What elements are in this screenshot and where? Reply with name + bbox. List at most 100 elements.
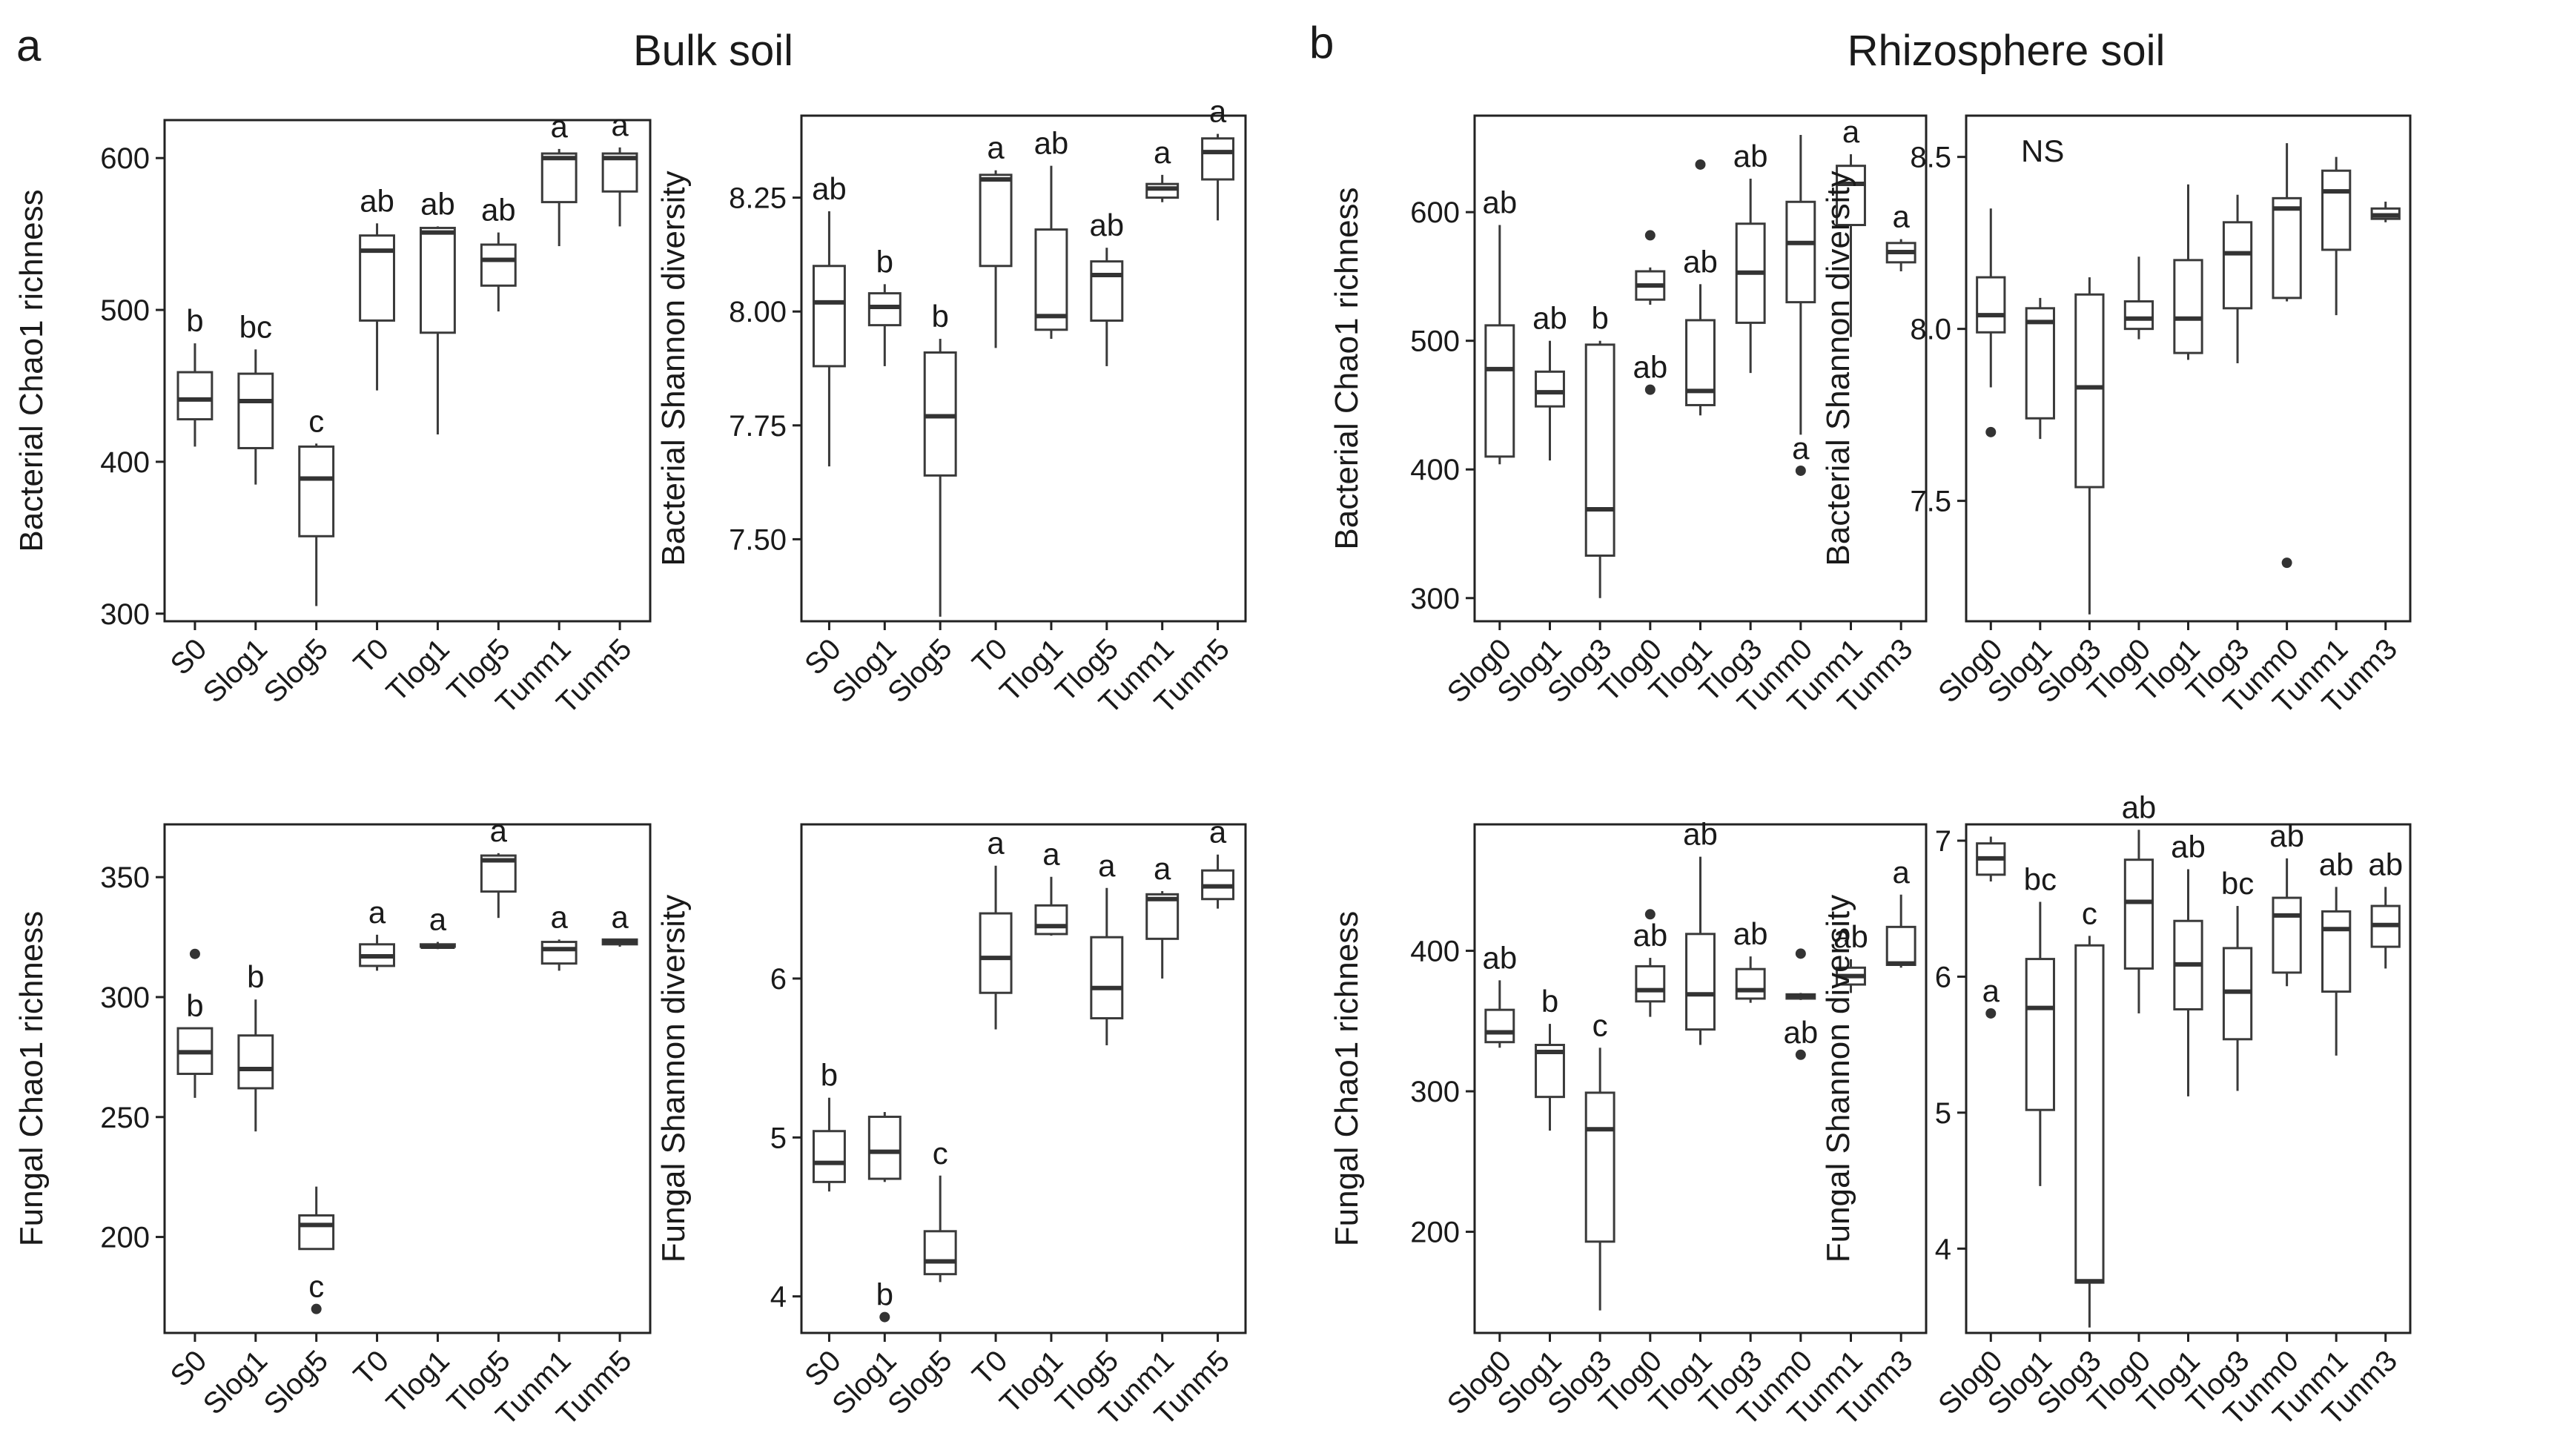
box-body bbox=[540, 152, 578, 204]
box-body bbox=[298, 445, 335, 537]
x-tick-label: Slog5 bbox=[882, 1344, 958, 1420]
box-tunm1: a bbox=[540, 899, 578, 971]
outlier-point bbox=[1985, 1007, 1997, 1019]
box-tunm5: a bbox=[601, 899, 638, 947]
box-body bbox=[2025, 307, 2055, 420]
plot-frame bbox=[163, 119, 652, 623]
box-tunm3: a bbox=[1885, 855, 1916, 968]
box-body bbox=[1484, 324, 1515, 458]
box-body bbox=[540, 941, 578, 965]
y-tick-label: 400 bbox=[100, 446, 150, 479]
significance-letter: a bbox=[1892, 199, 1910, 234]
plot-frame bbox=[800, 823, 1247, 1334]
box-slog1 bbox=[2025, 297, 2055, 440]
box-body bbox=[2123, 858, 2154, 970]
box-body bbox=[867, 1115, 902, 1180]
significance-letter: b bbox=[186, 303, 203, 338]
box-tlog0 bbox=[2123, 257, 2154, 340]
significance-letter: b bbox=[1591, 301, 1608, 336]
panel-letter-a: a bbox=[16, 21, 42, 70]
y-tick-label: 600 bbox=[1410, 196, 1460, 229]
y-tick-label: 500 bbox=[100, 294, 150, 327]
box-tunm3: ab bbox=[2368, 847, 2403, 969]
y-tick-label: 8.00 bbox=[729, 296, 787, 328]
x-tick-label: S0 bbox=[165, 1344, 214, 1393]
outlier-point bbox=[1644, 384, 1656, 395]
box-body bbox=[2222, 221, 2253, 310]
box-tlog3: bc bbox=[2221, 866, 2254, 1091]
box-slog0 bbox=[1976, 208, 2006, 437]
panel-letter-b: b bbox=[1309, 18, 1334, 67]
box-t0: a bbox=[979, 826, 1013, 1030]
plot-frame bbox=[163, 823, 652, 1334]
box-slog0: ab bbox=[1482, 940, 1517, 1048]
y-tick-label: 400 bbox=[1410, 936, 1460, 968]
outlier-point bbox=[1695, 159, 1706, 170]
y-tick-label: 8.5 bbox=[1910, 142, 1951, 174]
box-body bbox=[1145, 182, 1180, 199]
box-body bbox=[979, 173, 1013, 268]
significance-letter: ab bbox=[1532, 301, 1567, 336]
outlier-point bbox=[879, 1311, 890, 1323]
box-body bbox=[1635, 964, 1666, 1003]
outlier-point bbox=[1795, 465, 1806, 476]
box-body bbox=[1090, 936, 1124, 1020]
y-tick-label: 7 bbox=[1935, 825, 1951, 858]
significance-letter: a bbox=[1982, 973, 2000, 1008]
box-s0: ab bbox=[812, 171, 847, 467]
significance-letter: ab bbox=[481, 193, 516, 228]
box-body bbox=[237, 1034, 274, 1090]
significance-letter: ab bbox=[1833, 919, 1868, 954]
significance-letter: ab bbox=[1733, 916, 1768, 951]
box-body bbox=[1735, 967, 1766, 1000]
outlier-point bbox=[1795, 1049, 1806, 1060]
box-tlog5: ab bbox=[480, 193, 517, 312]
outlier-point bbox=[189, 948, 200, 959]
significance-letter: c bbox=[308, 1269, 324, 1304]
box-slog5: c bbox=[298, 403, 335, 606]
significance-letter: b bbox=[821, 1058, 838, 1093]
box-slog3: c bbox=[2074, 896, 2105, 1328]
box-slog0: a bbox=[1976, 836, 2006, 1019]
outlier-point bbox=[1985, 426, 1997, 437]
box-slog5: c bbox=[923, 1136, 957, 1283]
box-tlog3 bbox=[2222, 194, 2253, 364]
y-axis-label: Fungal Shannon diversity bbox=[655, 895, 692, 1263]
y-tick-label: 350 bbox=[100, 861, 150, 894]
box-s0: b bbox=[176, 948, 214, 1098]
ns-annotation: NS bbox=[2021, 133, 2064, 168]
significance-letter: ab bbox=[420, 186, 455, 221]
box-s0: b bbox=[176, 303, 214, 447]
box-tunm1: ab bbox=[1833, 919, 1868, 993]
y-axis-label: Fungal Shannon diversity bbox=[1820, 895, 1856, 1263]
bulk-bacterial-chao1-plot: 300 400 500 600 Bacterial Chao1 richness b S0 b… bbox=[13, 107, 652, 720]
significance-letter: a bbox=[987, 826, 1005, 861]
outlier-point bbox=[2281, 557, 2292, 569]
significance-letter: b bbox=[876, 1277, 893, 1312]
box-body bbox=[1090, 260, 1124, 322]
panel-title-bulk-soil: Bulk soil bbox=[633, 27, 793, 75]
box-tlog1: ab bbox=[420, 186, 456, 435]
significance-letter: a bbox=[1154, 851, 1171, 886]
y-tick-label: 600 bbox=[100, 142, 150, 175]
significance-letter: c bbox=[1592, 1007, 1608, 1042]
y-tick-label: 300 bbox=[100, 982, 150, 1014]
box-slog1: b bbox=[867, 1112, 902, 1323]
significance-letter: b bbox=[186, 988, 203, 1023]
significance-letter: bc bbox=[2221, 866, 2254, 901]
outlier-point bbox=[1644, 230, 1656, 241]
box-slog1: bc bbox=[237, 309, 274, 485]
significance-letter: a bbox=[368, 895, 386, 930]
bulk-bacterial-shannon-plot: 7.50 7.75 8.00 8.25 Bacterial Shannon divers… bbox=[655, 94, 1247, 720]
box-tlog3: ab bbox=[1733, 916, 1768, 1003]
box-tunm5: a bbox=[601, 107, 638, 227]
significance-letter: b bbox=[876, 244, 893, 279]
significance-letter: ab bbox=[1633, 918, 1667, 953]
box-body bbox=[1535, 370, 1565, 408]
significance-letter: bc bbox=[239, 309, 272, 344]
box-body bbox=[812, 265, 846, 368]
box-slog5: c bbox=[298, 1186, 335, 1314]
box-tlog0: ab bbox=[2122, 790, 2156, 1013]
y-tick-label: 200 bbox=[100, 1222, 150, 1254]
x-tick-label: Slog1 bbox=[197, 632, 274, 709]
